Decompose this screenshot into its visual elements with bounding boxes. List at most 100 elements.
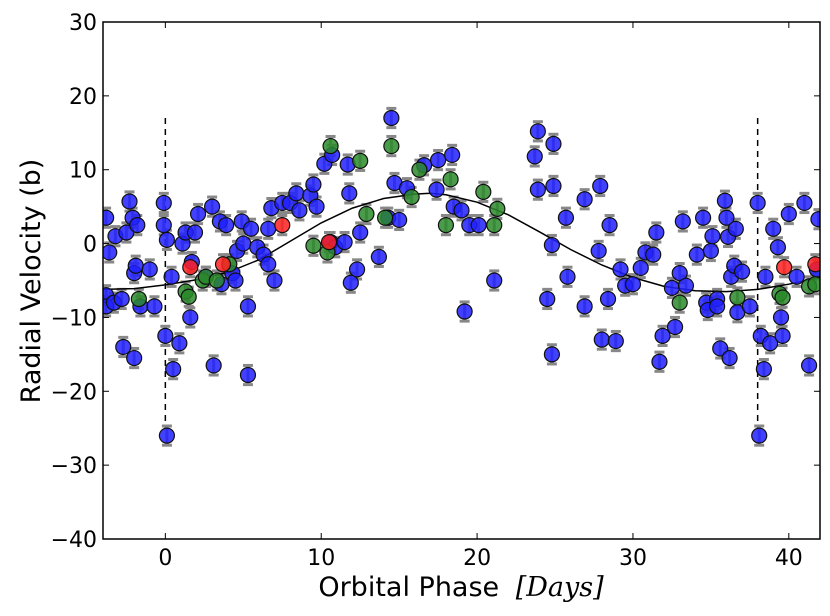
data-point-blue-49 — [260, 256, 277, 273]
data-point-green-2 — [180, 288, 197, 305]
data-point-green-12 — [377, 209, 394, 226]
data-point-blue-43 — [239, 298, 257, 315]
data-point-blue-106 — [632, 259, 649, 277]
data-point-blue-71 — [383, 109, 400, 127]
data-point-green-17 — [442, 171, 459, 188]
data-point-blue-105 — [624, 276, 642, 293]
data-point-blue-19 — [155, 217, 172, 234]
data-point-blue-57 — [305, 176, 322, 193]
data-point-blue-6 — [113, 290, 130, 308]
data-point-blue-115 — [674, 213, 691, 230]
x-tick-label-4: 40 — [775, 546, 803, 571]
data-point-blue-83 — [470, 217, 487, 234]
data-point-blue-37 — [218, 217, 235, 234]
data-point-blue-125 — [712, 340, 729, 357]
data-point-blue-23 — [163, 268, 180, 285]
data-point-blue-48 — [260, 220, 277, 237]
data-point-blue-33 — [204, 198, 221, 215]
data-point-blue-28 — [182, 309, 199, 326]
data-point-blue-22 — [158, 231, 176, 248]
data-point-green-20 — [489, 200, 506, 217]
data-point-blue-58 — [308, 198, 325, 215]
data-point-blue-129 — [721, 349, 738, 367]
data-point-blue-101 — [601, 217, 618, 234]
data-point-green-21 — [671, 294, 688, 311]
data-point-blue-63 — [336, 233, 353, 251]
y-tick-label-5: 10 — [69, 159, 97, 184]
data-point-blue-96 — [576, 298, 593, 315]
data-point-blue-51 — [266, 272, 283, 289]
data-point-blue-110 — [651, 353, 668, 370]
data-point-blue-12 — [126, 349, 143, 367]
data-point-green-18 — [475, 183, 492, 200]
data-point-blue-3 — [103, 244, 118, 261]
data-point-blue-122 — [704, 228, 721, 245]
data-point-blue-21 — [158, 427, 176, 444]
data-point-blue-139 — [755, 361, 772, 378]
data-point-blue-45 — [242, 220, 260, 237]
data-point-blue-85 — [526, 148, 543, 165]
data-point-blue-98 — [592, 177, 609, 195]
data-point-red-0 — [182, 259, 199, 276]
data-point-blue-116 — [677, 277, 695, 294]
x-tick-label-3: 30 — [619, 546, 647, 571]
data-point-blue-95 — [576, 191, 593, 208]
data-point-blue-39 — [227, 272, 244, 289]
data-point-blue-9 — [121, 193, 138, 210]
data-point-blue-13 — [127, 257, 144, 274]
data-point-blue-14 — [129, 217, 146, 234]
data-point-blue-76 — [428, 181, 445, 198]
data-point-blue-117 — [688, 246, 705, 263]
data-point-blue-18 — [155, 194, 172, 212]
data-point-red-3 — [320, 233, 338, 251]
data-point-green-5 — [208, 272, 225, 289]
plot-area — [103, 106, 820, 447]
data-point-blue-25 — [171, 335, 188, 352]
data-point-blue-67 — [348, 261, 366, 278]
data-point-blue-151 — [810, 211, 820, 228]
data-point-blue-0 — [103, 209, 115, 226]
data-point-blue-143 — [769, 239, 787, 256]
data-point-blue-81 — [456, 303, 473, 320]
data-point-green-7 — [305, 237, 322, 254]
data-point-green-26 — [807, 276, 820, 293]
data-point-blue-126 — [716, 192, 734, 209]
data-point-blue-65 — [341, 185, 358, 202]
axes: 0 10 20 30 40 −40 −30 −20 −10 0 10 20 30 — [51, 11, 821, 571]
data-point-blue-144 — [772, 309, 790, 326]
data-point-blue-69 — [370, 248, 387, 265]
data-point-blue-94 — [559, 268, 576, 285]
y-tick-label-4: 0 — [83, 233, 97, 258]
data-point-blue-100 — [599, 290, 617, 308]
data-point-blue-93 — [557, 209, 575, 226]
data-point-blue-78 — [444, 146, 461, 164]
y-tick-label-6: 20 — [69, 85, 97, 110]
x-axis-label-text: Orbital Phase — [318, 572, 499, 603]
data-point-blue-86 — [529, 123, 546, 140]
data-point-blue-77 — [430, 152, 447, 169]
data-point-blue-54 — [288, 185, 305, 202]
data-point-blue-140 — [757, 268, 774, 285]
data-point-green-19 — [486, 217, 503, 234]
data-point-green-16 — [437, 217, 455, 234]
data-point-green-15 — [411, 161, 428, 178]
data-point-blue-112 — [663, 279, 681, 296]
data-point-blue-149 — [800, 357, 818, 374]
data-point-blue-142 — [765, 220, 782, 237]
y-tick-label-2: −20 — [51, 380, 97, 405]
data-point-blue-109 — [648, 224, 665, 241]
data-point-green-13 — [383, 137, 400, 155]
data-point-blue-20 — [157, 327, 174, 344]
data-point-blue-145 — [774, 327, 791, 344]
data-point-blue-102 — [607, 332, 624, 350]
data-point-blue-89 — [543, 236, 561, 254]
data-point-blue-92 — [545, 177, 562, 195]
data-point-blue-17 — [146, 298, 163, 315]
data-point-blue-91 — [545, 135, 562, 152]
data-point-blue-31 — [189, 205, 207, 223]
y-tick-label-0: −40 — [51, 528, 97, 553]
data-point-blue-108 — [645, 246, 662, 263]
data-point-blue-148 — [796, 194, 813, 212]
y-tick-label-7: 30 — [69, 11, 97, 36]
